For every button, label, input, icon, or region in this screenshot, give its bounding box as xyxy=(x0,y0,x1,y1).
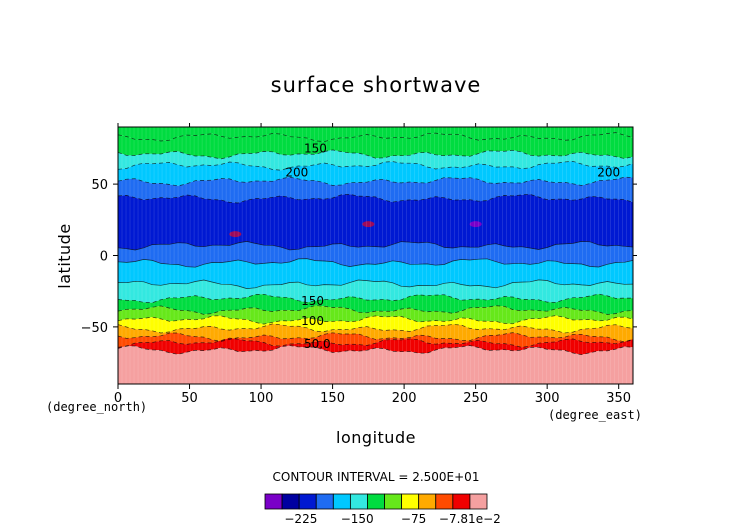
colorbar-swatch-2 xyxy=(298,493,317,510)
dark-spot-1 xyxy=(229,231,242,238)
dark-spot-0 xyxy=(469,221,482,228)
contour-line-7 xyxy=(117,258,634,268)
x-tick-label-3: 150 xyxy=(320,391,345,406)
band-7 xyxy=(118,258,633,289)
x-tick-label-6: 300 xyxy=(535,391,560,406)
x-axis-label: longitude xyxy=(336,428,416,447)
contour-line-11 xyxy=(117,315,634,325)
band-9 xyxy=(118,294,633,315)
band-12 xyxy=(118,323,633,342)
colorbar-swatch-12 xyxy=(469,493,488,510)
colorbar-swatch-1 xyxy=(281,493,300,510)
dark-spot-2 xyxy=(362,221,375,228)
x-tick-label-1: 50 xyxy=(181,391,198,406)
colorbar-swatch-5 xyxy=(349,493,368,510)
x-tick-label-2: 100 xyxy=(249,391,274,406)
x-unit-label: (degree_east) xyxy=(548,408,642,422)
band-5 xyxy=(118,194,633,250)
band-0 xyxy=(118,127,633,142)
band-11 xyxy=(118,315,633,333)
colorbar-swatch-6 xyxy=(367,493,385,510)
y-tick-label-0: −50 xyxy=(81,321,108,336)
contour-line-4 xyxy=(117,176,634,187)
contour-line-14 xyxy=(117,337,634,348)
colorbar-tick-label-1: −150 xyxy=(341,512,374,526)
colorbar-swatch-0 xyxy=(264,493,283,510)
band-2 xyxy=(118,149,633,171)
band-4 xyxy=(118,177,633,203)
band-6 xyxy=(118,241,633,268)
contour-label-5: 50.0 xyxy=(304,337,331,351)
contour-line-3 xyxy=(117,160,634,171)
colorbar-tick-label-2: −75 xyxy=(401,512,426,526)
band-14 xyxy=(118,338,633,355)
contour-line-12 xyxy=(117,323,634,334)
band-3 xyxy=(118,161,633,186)
band-15 xyxy=(118,345,633,384)
y-tick-label-2: 50 xyxy=(91,178,108,193)
contour-label-1: 200 xyxy=(285,166,308,180)
colorbar-swatch-9 xyxy=(418,493,437,510)
y-tick-label-1: 0 xyxy=(100,250,108,265)
contour-line-10 xyxy=(117,305,634,315)
contour-line-2 xyxy=(117,149,634,160)
colorbar-swatch-11 xyxy=(452,493,471,510)
contour-line-8 xyxy=(117,279,634,289)
contour-line-1 xyxy=(117,132,634,143)
y-axis-label: latitude xyxy=(55,223,74,288)
colorbar-tick-label-0: −225 xyxy=(284,512,317,526)
colorbar xyxy=(264,493,488,510)
x-tick-label-7: 350 xyxy=(606,391,631,406)
contour-line-9 xyxy=(117,293,633,304)
contour-line-5 xyxy=(117,193,634,204)
contour-label-3: 150 xyxy=(301,294,324,308)
contour-line-13 xyxy=(117,332,634,343)
chart-title: surface shortwave xyxy=(271,73,482,97)
contour-line-6 xyxy=(117,241,634,251)
band-13 xyxy=(118,332,633,348)
contour-line-15 xyxy=(117,345,634,356)
contour-label-4: 100 xyxy=(301,314,324,328)
colorbar-swatch-8 xyxy=(401,493,420,510)
y-unit-label: (degree_north) xyxy=(46,400,147,414)
x-tick-label-5: 250 xyxy=(463,391,488,406)
colorbar-swatch-3 xyxy=(315,493,334,510)
band-1 xyxy=(118,132,633,159)
colorbar-swatch-7 xyxy=(384,493,403,510)
x-tick-label-4: 200 xyxy=(392,391,417,406)
contour-interval: CONTOUR INTERVAL = 2.500E+01 xyxy=(273,470,480,484)
colorbar-tick-label-3: −7.81e−2 xyxy=(439,512,501,526)
contour-label-0: 150 xyxy=(304,141,327,155)
colorbar-swatch-4 xyxy=(332,493,351,510)
band-10 xyxy=(118,305,633,325)
colorbar-swatch-10 xyxy=(435,493,454,510)
plot-area: 150 200 200 150 100 50.0 xyxy=(117,126,634,385)
band-8 xyxy=(118,279,633,303)
x-tick-label-0: 0 xyxy=(114,391,122,406)
contour-label-2: 200 xyxy=(597,166,620,180)
